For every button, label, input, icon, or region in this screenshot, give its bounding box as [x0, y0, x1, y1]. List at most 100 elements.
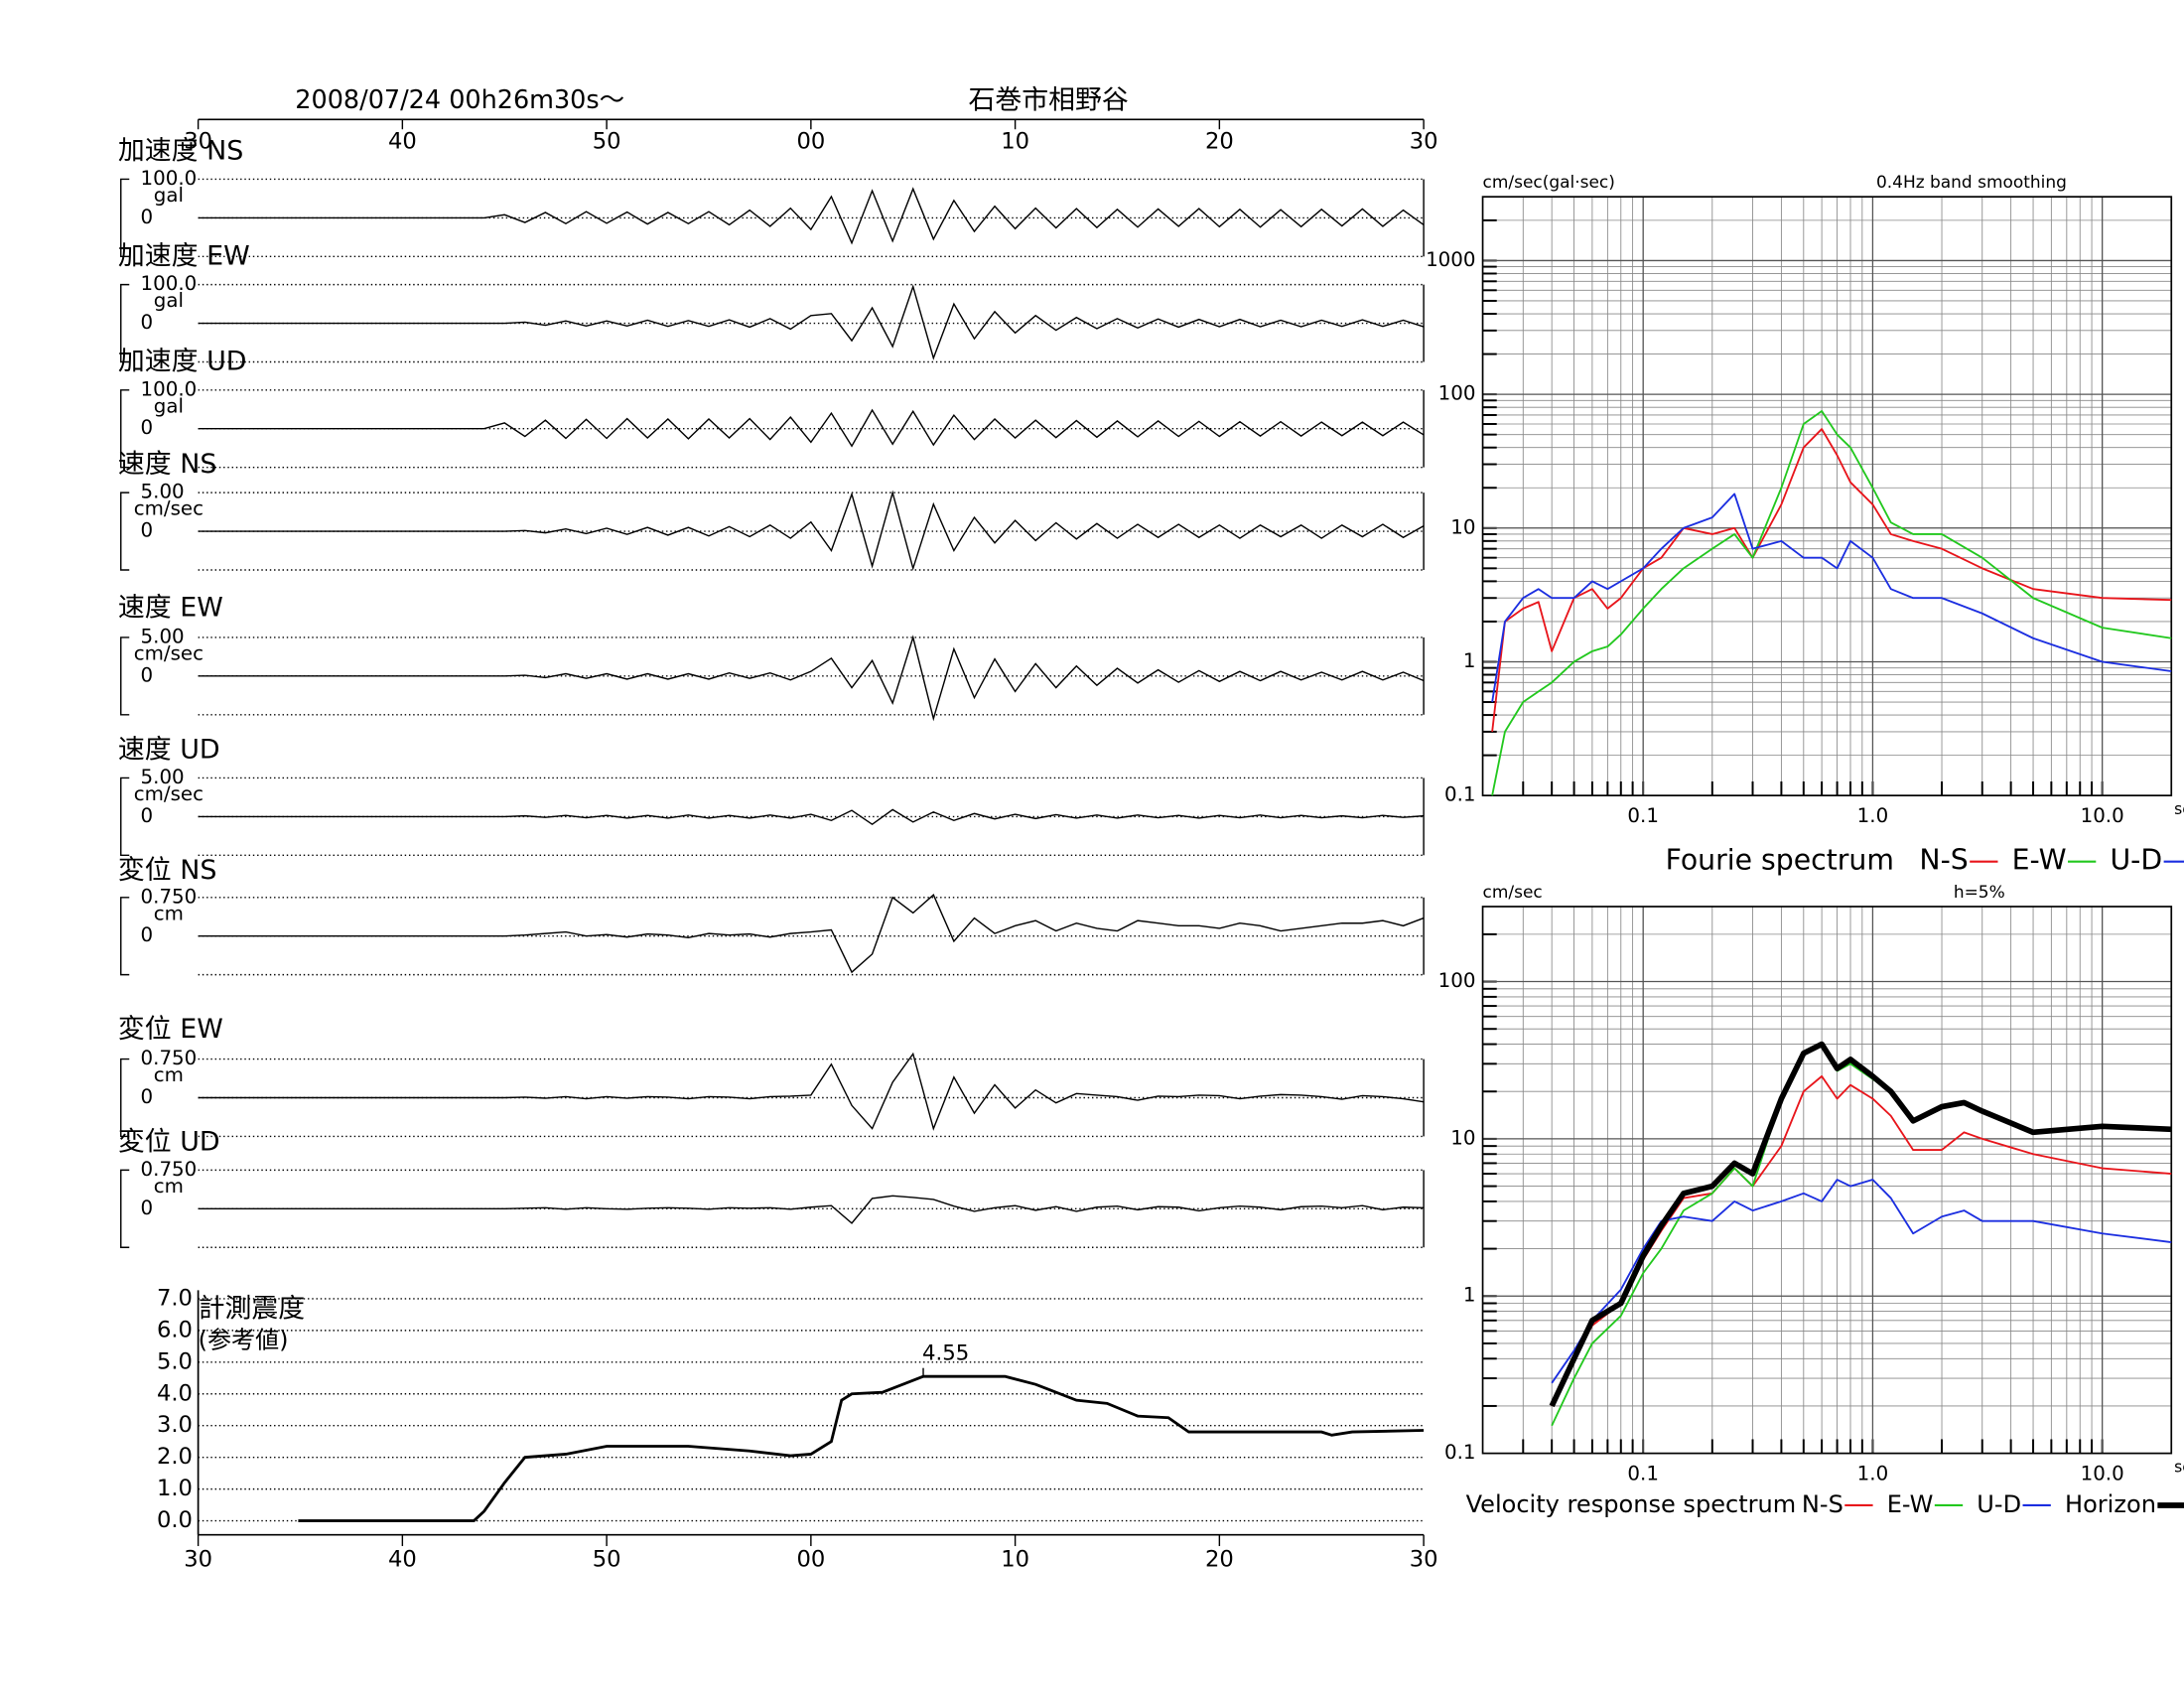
chart-subtitle: (参考値) [199, 1326, 289, 1353]
trace-bracket [120, 636, 130, 716]
y-tick-label: 0.750 [141, 1047, 198, 1069]
x-axis-label: sec [2174, 1458, 2184, 1476]
trace-label: 速度 EW [118, 592, 223, 623]
y-tick-label: 10 [1450, 515, 1475, 538]
x-tick-label: 50 [593, 1547, 621, 1573]
trace-unit: cm [154, 1063, 184, 1086]
y-tick-label: 7.0 [157, 1285, 193, 1311]
y-tick-label: 1.0 [157, 1476, 193, 1501]
plot-frame [1481, 906, 2173, 1455]
y-tick-label: 100 [1438, 382, 1476, 405]
trace-bracket [120, 283, 130, 363]
y-tick-label: 2.0 [157, 1444, 193, 1470]
x-tick-label: 1.0 [1857, 804, 1888, 827]
y-tick-label: 0.1 [1444, 783, 1475, 806]
legend-label: U-D [2110, 844, 2162, 877]
x-tick-label: 30 [184, 128, 212, 154]
trace-unit: cm/sec [134, 641, 204, 664]
trace-unit: cm [154, 902, 184, 924]
annotation: 0.4Hz band smoothing [1876, 173, 2067, 193]
trace-bracket [120, 1169, 130, 1248]
y-tick-label: 3.0 [157, 1412, 193, 1438]
y-tick-label: 0 [141, 311, 154, 334]
annotation: h=5% [1954, 883, 2005, 903]
trace-label: 変位 UD [118, 1126, 220, 1157]
y-tick-label: 0 [141, 206, 154, 228]
trace-unit: gal [154, 394, 184, 417]
x-axis-label: sec [2174, 800, 2184, 818]
x-tick-label: 50 [593, 128, 621, 154]
y-tick-label: 100.0 [141, 167, 198, 190]
trace-label: 加速度 UD [118, 347, 247, 377]
x-tick-label: 30 [1410, 128, 1438, 154]
y-tick-label: 100 [1438, 969, 1476, 992]
waveform [198, 187, 1425, 245]
y-tick-label: 0.750 [141, 1158, 198, 1181]
waveform [198, 1052, 1425, 1131]
trace-unit: gal [154, 289, 184, 312]
waveform [198, 490, 1425, 571]
y-axis-label: cm/sec(gal·sec) [1483, 173, 1615, 193]
trace-unit: gal [154, 184, 184, 207]
waveform [198, 808, 1425, 826]
y-tick-label: 4.0 [157, 1380, 193, 1406]
trace-unit: cm [154, 1175, 184, 1198]
y-tick-label: 1 [1463, 649, 1476, 672]
y-tick-label: 1 [1463, 1284, 1476, 1307]
trace-bracket [120, 492, 130, 571]
y-tick-label: 1000 [1426, 248, 1475, 271]
plot-frame [1481, 196, 2173, 797]
trace-bracket [120, 1058, 130, 1138]
x-tick-label: 10.0 [2081, 1462, 2124, 1484]
y-tick-label: 6.0 [157, 1317, 193, 1342]
waveform [198, 894, 1425, 974]
station-name: 石巻市相野谷 [968, 84, 1128, 115]
y-tick-label: 5.00 [141, 481, 185, 503]
waveform [198, 635, 1425, 722]
trace-bracket [120, 897, 130, 976]
x-tick-label: 40 [388, 128, 417, 154]
x-tick-label: 0.1 [1627, 804, 1658, 827]
y-tick-label: 5.00 [141, 766, 185, 788]
legend-label: U-D [1977, 1490, 2021, 1518]
y-tick-label: 10 [1450, 1126, 1475, 1149]
spectrum-line [1491, 410, 2172, 796]
legend-label: Horizon [2065, 1490, 2156, 1518]
chart-title: 計測震度 [199, 1294, 306, 1325]
x-tick-label: 40 [388, 1547, 417, 1573]
y-tick-label: 0 [141, 1085, 154, 1108]
legend-label: N-S [1919, 844, 1968, 877]
x-tick-label: 0.1 [1627, 1462, 1658, 1484]
legend-label: N-S [1802, 1490, 1843, 1518]
intensity-line [298, 1374, 1425, 1522]
x-tick-label: 30 [1410, 1547, 1438, 1573]
spectrum-line [1549, 1041, 2172, 1408]
trace-unit: cm/sec [134, 497, 204, 520]
legend-title: Velocity response spectrum [1466, 1490, 1797, 1518]
legend-title: Fourie spectrum [1666, 844, 1894, 877]
y-tick-label: 0 [141, 1197, 154, 1219]
x-tick-label: 00 [796, 128, 825, 154]
trace-label: 変位 EW [118, 1014, 223, 1045]
trace-bracket [120, 178, 130, 258]
x-tick-label: 10 [1001, 128, 1029, 154]
spectrum-line [1551, 1179, 2172, 1384]
trace-bracket [120, 389, 130, 469]
x-tick-label: 10 [1001, 1547, 1029, 1573]
x-tick-label: 00 [796, 1547, 825, 1573]
waveform [198, 284, 1425, 360]
x-tick-label: 20 [1205, 128, 1234, 154]
waveform [198, 1195, 1425, 1224]
trace-label: 速度 UD [118, 734, 220, 765]
y-tick-label: 0 [141, 923, 154, 946]
x-tick-label: 1.0 [1857, 1462, 1888, 1484]
y-axis-label: cm/sec [1483, 883, 1543, 903]
x-tick-label: 30 [184, 1547, 212, 1573]
y-tick-label: 0 [141, 663, 154, 686]
y-tick-label: 0 [141, 519, 154, 542]
trace-label: 変位 NS [118, 855, 216, 886]
y-tick-label: 5.00 [141, 625, 185, 647]
trace-unit: cm/sec [134, 782, 204, 805]
y-tick-label: 0 [141, 804, 154, 827]
